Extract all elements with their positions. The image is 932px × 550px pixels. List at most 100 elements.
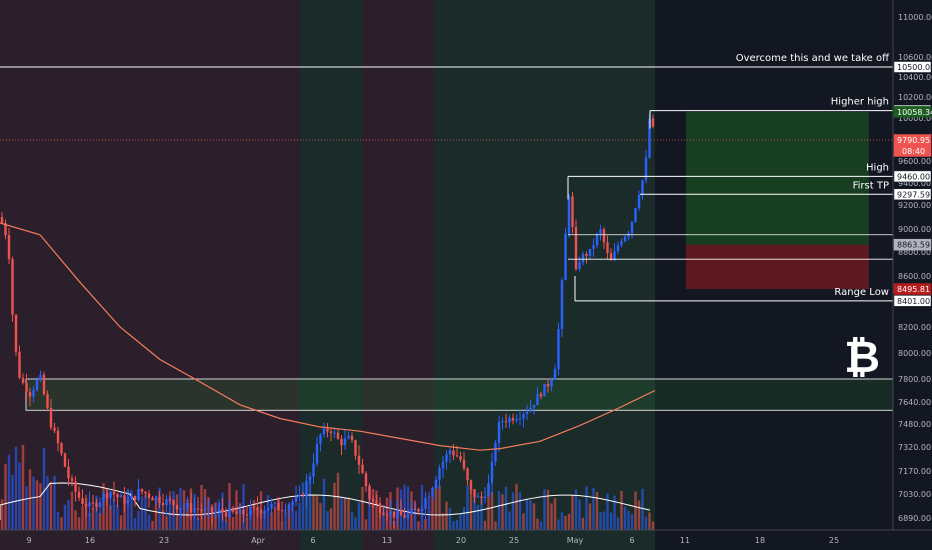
candle-body	[200, 509, 203, 511]
candle-body	[459, 456, 462, 460]
candle-body	[389, 511, 392, 516]
candle-body	[413, 508, 417, 510]
candle-body	[480, 496, 483, 499]
volume-bar	[564, 515, 567, 530]
candle-body	[462, 459, 466, 469]
volume-bar	[270, 512, 273, 530]
candle-body	[60, 443, 63, 454]
price-tick-label: 9400.00	[898, 179, 931, 188]
volume-bar	[123, 501, 126, 530]
volume-bar	[525, 498, 529, 530]
session-band	[362, 0, 434, 550]
price-tick-label: 7320.00	[898, 443, 931, 452]
volume-bar	[256, 510, 259, 530]
candle-body	[277, 502, 280, 511]
volume-bar	[333, 482, 336, 530]
candle-body	[39, 374, 42, 380]
price-label-box	[893, 134, 932, 157]
volume-bar	[585, 486, 588, 530]
volume-bar	[609, 512, 613, 530]
annotation-label: Higher high	[831, 97, 889, 108]
price-tick-label: 7800.00	[898, 375, 931, 384]
candles	[0, 113, 655, 528]
volume-bar	[112, 498, 116, 530]
price-label: 9790.95	[897, 136, 930, 145]
volume-bar	[553, 498, 557, 530]
volume-bar	[375, 490, 378, 530]
volume-bar	[501, 494, 504, 530]
volume-bar	[522, 513, 525, 530]
volume-bar	[70, 491, 74, 530]
volume-bar	[581, 517, 585, 530]
candle-body	[455, 455, 459, 457]
volume-bar	[431, 496, 434, 530]
candle-body	[490, 461, 494, 484]
candle-body	[441, 461, 445, 469]
candle-body	[371, 499, 375, 502]
volume-bar	[480, 498, 483, 530]
candle-body	[179, 508, 182, 510]
candle-body	[357, 455, 361, 465]
candle-body	[126, 498, 130, 504]
time-axis[interactable]: 9 16 23 Apr 6 13 20 25 May 6 11 18 25	[0, 529, 932, 545]
candle-body	[539, 393, 543, 397]
volume-bar	[515, 483, 518, 530]
candle-body	[81, 497, 84, 504]
horizontal-levels	[0, 66, 893, 451]
candle-body	[424, 497, 427, 509]
candle-body	[98, 502, 102, 508]
volume-average-line	[0, 482, 651, 520]
volume-bar	[49, 481, 53, 530]
candle-body	[256, 507, 259, 511]
volume-bar	[452, 521, 455, 530]
candle-body	[231, 507, 235, 512]
candle-body	[609, 253, 613, 261]
price-label: 8863.59	[897, 241, 930, 250]
volume-bar	[95, 495, 98, 530]
volume-bar	[140, 496, 144, 530]
candle-body	[518, 418, 522, 420]
volume-bar	[413, 501, 417, 530]
candle-body	[382, 512, 385, 515]
volume-bar	[67, 499, 70, 530]
price-label-box	[893, 295, 932, 307]
candle-body	[448, 450, 452, 455]
candle-body	[354, 440, 357, 456]
price-label: 10500.00	[897, 63, 932, 72]
candle-body	[151, 497, 154, 501]
candle-body	[245, 514, 249, 516]
volume-bar	[459, 513, 462, 530]
volume-bar	[245, 518, 249, 530]
candle-body	[574, 227, 578, 270]
time-tick-label: Apr	[251, 536, 266, 545]
candle-body	[616, 245, 620, 252]
volume-bar	[518, 492, 522, 530]
volume-bar	[546, 489, 550, 530]
volume-bar	[315, 496, 319, 530]
volume-bar	[483, 520, 487, 530]
time-tick-label: 13	[382, 536, 392, 545]
candle-body	[553, 369, 557, 380]
candle-body	[602, 229, 606, 243]
support-zone	[25, 378, 894, 411]
price-tick-label: 10600.00	[898, 53, 932, 62]
candle-body	[536, 393, 539, 406]
candle-body	[350, 435, 354, 441]
candle-body	[399, 510, 403, 516]
price-axis[interactable]: 11000.00 10600.00 10400.00 10200.00 10000.00…	[892, 0, 932, 530]
volume-bar	[574, 489, 578, 530]
volume-bar	[378, 512, 382, 530]
volume-bar	[39, 483, 42, 530]
candle-body	[637, 195, 641, 209]
volume-bar	[7, 454, 11, 530]
volume-bar	[301, 482, 305, 530]
candle-body	[487, 483, 490, 497]
annotation-label: First TP	[853, 180, 889, 191]
candle-body	[130, 495, 133, 499]
candle-body	[147, 493, 151, 498]
candle-body	[466, 468, 469, 481]
volume-bar	[364, 519, 368, 530]
candle-body	[329, 431, 333, 433]
price-label: 8401.00	[897, 297, 930, 306]
